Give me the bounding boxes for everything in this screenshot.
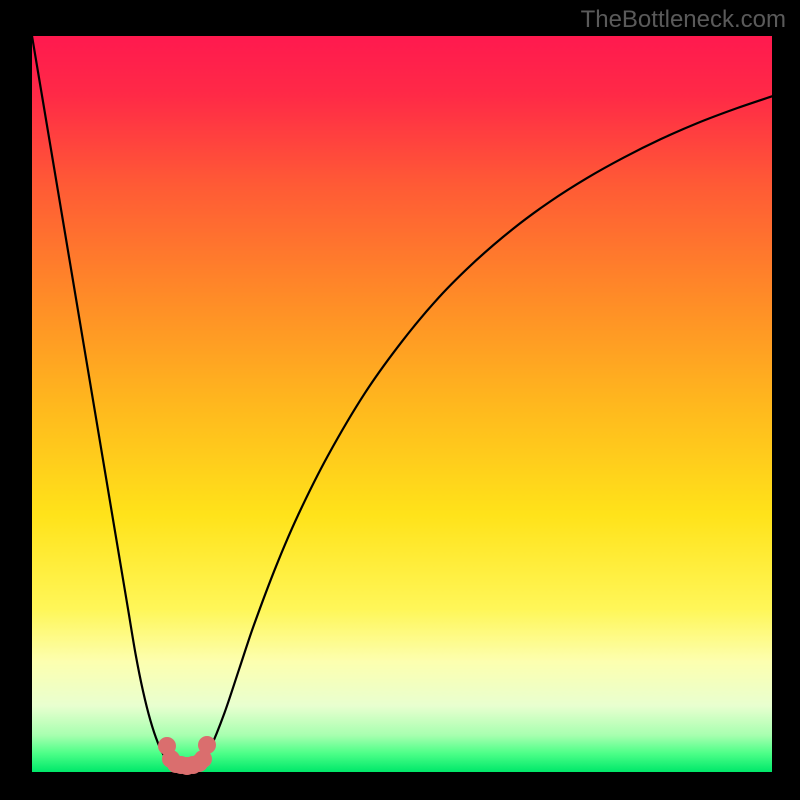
valley-marker [198, 736, 216, 754]
plot-frame [30, 34, 770, 770]
chart-stage: TheBottleneck.com [0, 0, 800, 800]
valley-markers-group [32, 36, 772, 772]
watermark-text: TheBottleneck.com [581, 6, 786, 34]
